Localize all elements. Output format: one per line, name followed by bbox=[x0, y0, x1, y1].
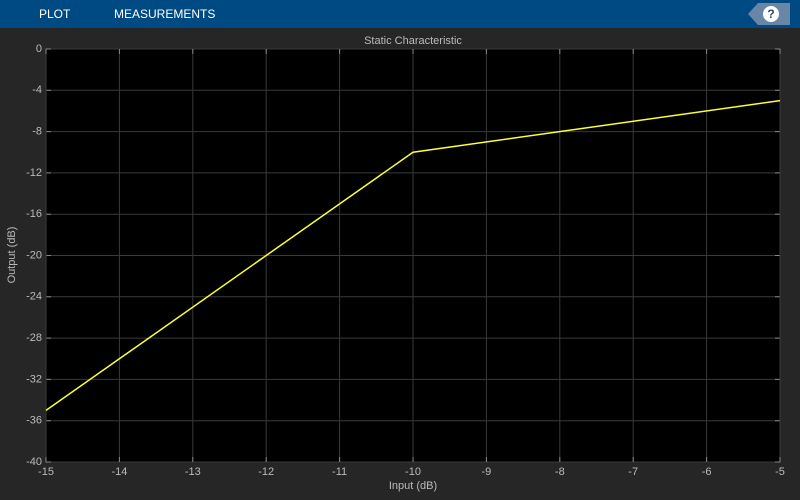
x-tick-label: -14 bbox=[111, 466, 127, 478]
chart-title: Static Characteristic bbox=[364, 35, 462, 47]
y-tick-label: 0 bbox=[36, 43, 42, 55]
x-axis-label: Input (dB) bbox=[389, 480, 437, 492]
y-tick-label: -32 bbox=[26, 373, 42, 385]
y-tick-label: -36 bbox=[26, 415, 42, 427]
x-tick-label: -15 bbox=[38, 466, 54, 478]
y-axis-label: Output (dB) bbox=[6, 227, 18, 284]
plot-tab[interactable]: PLOT bbox=[39, 7, 71, 21]
x-tick-label: -7 bbox=[628, 466, 638, 478]
measurements-tab[interactable]: MEASUREMENTS bbox=[114, 7, 216, 21]
x-tick-label: -13 bbox=[185, 466, 201, 478]
y-tick-label: -16 bbox=[26, 208, 42, 220]
y-tick-label: -24 bbox=[26, 291, 42, 303]
y-tick-label: -20 bbox=[26, 249, 42, 261]
x-tick-label: -6 bbox=[702, 466, 712, 478]
help-button[interactable]: ? bbox=[763, 6, 779, 22]
x-tick-label: -8 bbox=[555, 466, 565, 478]
y-tick-label: -28 bbox=[26, 332, 42, 344]
x-tick-label: -12 bbox=[258, 466, 274, 478]
line-series bbox=[45, 99, 781, 411]
y-tick-label: -40 bbox=[26, 456, 42, 468]
toolbar: PLOT MEASUREMENTS ? bbox=[0, 0, 800, 28]
x-tick-label: -10 bbox=[405, 466, 421, 478]
y-tick-label: -8 bbox=[32, 126, 42, 138]
y-tick-label: -12 bbox=[26, 167, 42, 179]
x-tick-label: -11 bbox=[332, 466, 347, 478]
x-tick-label: -9 bbox=[482, 466, 492, 478]
x-tick-label: -5 bbox=[775, 466, 785, 478]
chart: Static Characteristic Input (dB) Output … bbox=[6, 35, 785, 492]
y-tick-label: -4 bbox=[32, 84, 42, 96]
